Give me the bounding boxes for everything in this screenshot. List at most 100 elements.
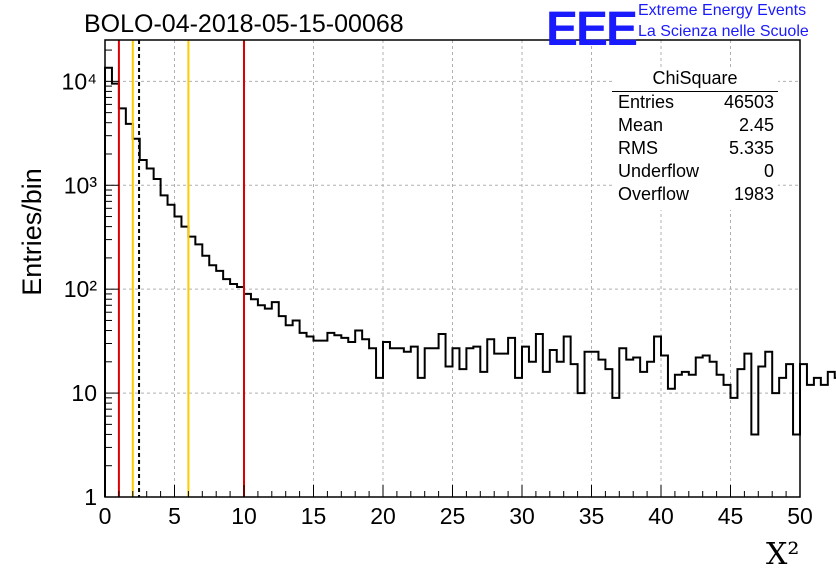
histogram-bin	[334, 335, 341, 497]
histogram-bin	[446, 367, 453, 497]
histogram-bin	[105, 68, 112, 497]
stats-box-divider	[612, 91, 778, 92]
histogram-bin	[126, 124, 133, 497]
histogram-bin	[362, 339, 369, 497]
histogram-bin	[432, 348, 439, 497]
x-tick-label: 15	[301, 503, 327, 529]
x-tick-label: 5	[168, 503, 181, 529]
histogram-bin	[578, 393, 585, 497]
histogram-bin	[703, 355, 710, 497]
y-tick-label: 10²	[64, 276, 98, 302]
logo-line-1: Extreme Energy Events	[638, 2, 807, 19]
y-tick-label: 10³	[64, 172, 98, 198]
stats-row-underflow: Underflow 0	[618, 161, 774, 183]
histogram-bin	[355, 331, 362, 497]
histogram-bin	[758, 367, 765, 497]
histogram-bin	[682, 372, 689, 497]
histogram-bin	[494, 354, 501, 497]
histogram-bin	[731, 398, 738, 497]
chart-title: BOLO-04-2018-05-15-00068	[84, 10, 404, 38]
histogram-bin	[675, 375, 682, 497]
histogram-bin	[390, 348, 397, 497]
histogram-bin	[744, 354, 751, 497]
histogram-bin	[689, 375, 696, 497]
histogram-bin	[592, 352, 599, 497]
histogram-bin	[251, 299, 258, 497]
histogram-bin	[487, 339, 494, 497]
stats-label: Mean	[618, 115, 664, 135]
histogram-bin	[168, 205, 175, 497]
histogram-bin	[216, 271, 223, 497]
histogram-bin	[501, 354, 508, 497]
stats-box: ChiSquare Entries 46503 Mean 2.45 RMS 5.…	[612, 68, 778, 210]
histogram-bin	[244, 294, 251, 497]
stats-value: 5.335	[728, 138, 774, 158]
y-axis-label: Entries/bin	[17, 168, 47, 296]
stats-label: Entries	[618, 92, 675, 112]
x-tick-label: 25	[440, 503, 466, 529]
histogram-bin	[258, 305, 265, 497]
histogram-bin	[765, 352, 772, 497]
histogram-bin	[237, 287, 244, 497]
histogram-bin	[369, 348, 376, 497]
x-axis-label: X²	[766, 537, 800, 572]
histogram-bin	[647, 362, 654, 497]
histogram-bin	[327, 333, 334, 497]
histogram-bin	[348, 342, 355, 497]
histogram-bin	[626, 360, 633, 497]
histogram-bin	[522, 347, 529, 497]
histogram-bin	[404, 352, 411, 497]
stats-label: Underflow	[618, 161, 700, 181]
stats-label: Overflow	[618, 184, 690, 204]
stats-label: RMS	[618, 138, 658, 158]
y-axis-label-wrap: Entries/bin	[6, 168, 47, 296]
axis-ticks	[104, 49, 801, 498]
histogram-bin	[459, 369, 466, 497]
stats-box-title: ChiSquare	[652, 68, 738, 88]
histogram-bin	[612, 398, 619, 497]
histogram-bin	[571, 364, 578, 497]
histogram-bin	[800, 364, 807, 497]
histogram-bin	[598, 360, 605, 497]
stats-row-mean: Mean 2.45	[618, 115, 774, 137]
histogram-bin	[175, 217, 182, 497]
histogram-bin	[772, 393, 779, 497]
histogram-bin	[161, 195, 168, 497]
histogram-bin	[821, 385, 828, 497]
histogram-bin	[668, 389, 675, 497]
histogram-bin	[828, 372, 835, 497]
histogram-bin	[307, 337, 314, 497]
histogram-bin	[543, 372, 550, 497]
histogram-bin	[320, 341, 327, 497]
histogram-series	[104, 66, 836, 497]
histogram-bin	[230, 284, 237, 497]
stats-value: 1983	[733, 184, 774, 204]
histogram-bin	[272, 302, 279, 497]
x-tick-label: 50	[787, 503, 813, 529]
histogram-bin	[279, 316, 286, 497]
histogram-bin	[154, 179, 161, 497]
histogram-bin	[425, 348, 432, 497]
histogram-bin	[341, 338, 348, 497]
stats-value: 2.45	[738, 115, 774, 135]
histogram-bin	[286, 325, 293, 497]
stats-row-rms: RMS 5.335	[618, 138, 774, 160]
x-tick-label: 30	[509, 503, 535, 529]
histogram-bin	[119, 108, 126, 497]
histogram-bin	[223, 279, 230, 497]
histogram-bin	[585, 352, 592, 497]
histogram-bin	[710, 362, 717, 497]
histogram-bin	[529, 362, 536, 497]
histogram-bin	[807, 385, 814, 497]
histogram-bin	[737, 369, 744, 497]
histogram-bin	[147, 168, 154, 497]
histogram-bin	[188, 237, 195, 497]
histogram-bin	[314, 341, 321, 497]
histogram-outline	[104, 66, 836, 497]
histogram-bin	[696, 358, 703, 497]
histogram-bin	[557, 362, 564, 497]
x-tick-label: 45	[718, 503, 744, 529]
axis-tick-labels: 0 5 10 15 20 25 30 35 40 45 50 1 10 10² 10³ 10⁴	[62, 68, 813, 529]
histogram-bin	[202, 256, 209, 497]
